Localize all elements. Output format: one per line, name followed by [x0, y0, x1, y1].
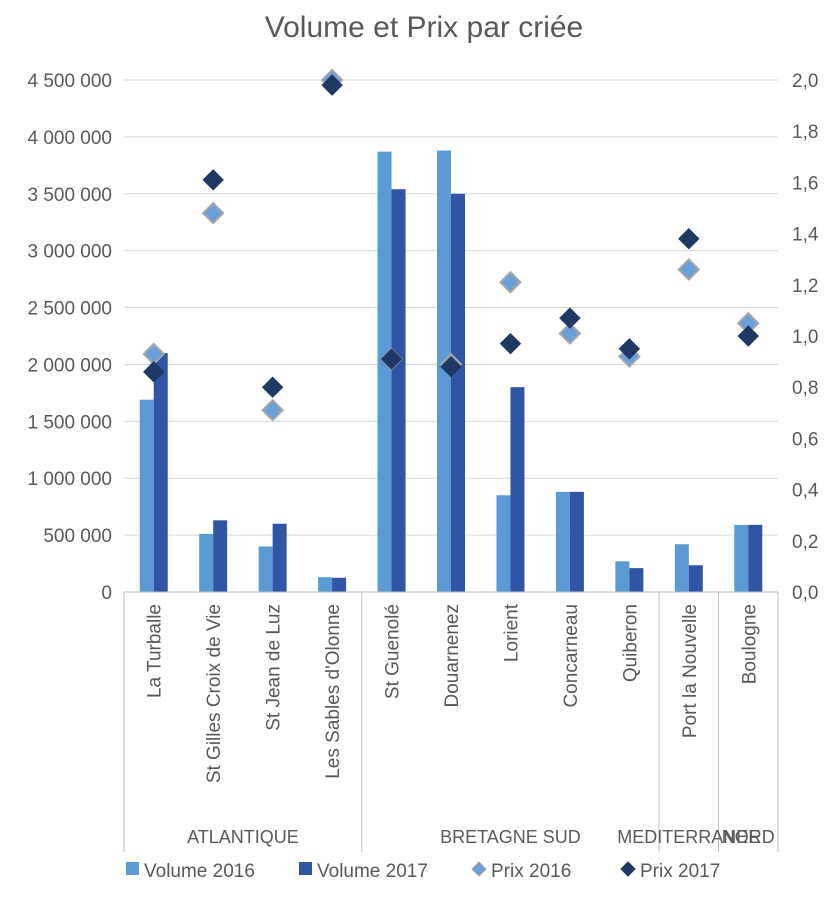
y-right-tick-label: 1,4: [792, 225, 819, 246]
marker-prix-2016: [558, 322, 582, 345]
bar-volume-2016: [318, 577, 333, 592]
marker-prix-2017: [202, 169, 224, 191]
x-tick-label: Quiberon: [620, 604, 641, 682]
y-right-tick-label: 1,0: [792, 327, 818, 348]
legend-label: Prix 2017: [640, 861, 720, 882]
y-right-tick-label: 0,0: [792, 583, 818, 604]
y-right-tick-label: 1,6: [792, 173, 818, 194]
marker-prix-2017: [143, 361, 165, 383]
bar-volume-2016: [615, 561, 630, 592]
legend-swatch: [299, 862, 312, 875]
x-group-label: ATLANTIQUE: [187, 827, 299, 847]
marker-prix-2017: [678, 228, 700, 250]
bars: [139, 150, 763, 592]
bar-volume-2017: [688, 565, 703, 592]
marker-prix-2016: [499, 270, 522, 294]
chart-title: Volume et Prix par criée: [265, 11, 583, 44]
bar-volume-2017: [391, 189, 406, 592]
x-tick-label: St Jean de Luz: [264, 604, 285, 731]
axes: 0 500 000 1 000 000 1 500 000 2 000 000 2 500…: [27, 71, 819, 852]
marker-prix-2017: [440, 356, 462, 378]
y-left-tick-label: 1 500 000: [27, 412, 112, 433]
y-right-tick-label: 0,8: [792, 378, 818, 399]
y-left-tick-label: 2 500 000: [27, 299, 112, 320]
bar-volume-2016: [377, 151, 392, 592]
marker-prix-2016: [261, 398, 285, 422]
markers: [142, 68, 760, 422]
marker-prix-2017: [618, 338, 641, 360]
bar-volume-2017: [629, 568, 644, 592]
bar-volume-2017: [451, 193, 465, 592]
legend-swatch: [620, 861, 636, 877]
bar-volume-2016: [437, 150, 451, 592]
bar-volume-2016: [496, 495, 511, 592]
bar-volume-2016: [555, 491, 570, 592]
y-right-tick-label: 0,6: [792, 429, 818, 450]
y-left-tick-label: 3 000 000: [27, 242, 112, 263]
y-left-tick-label: 4 000 000: [27, 128, 112, 149]
bar-volume-2017: [569, 491, 584, 592]
x-group-label: NORD: [722, 827, 775, 847]
legend-swatch: [471, 861, 487, 877]
x-tick-label: St Gilles Croix de Vie: [204, 604, 225, 783]
x-tick-label: Boulogne: [739, 604, 760, 684]
y-left-tick-label: 2 000 000: [27, 355, 112, 376]
x-tick-label: Les Sables d'Olonne: [323, 604, 344, 779]
y-left-tick-label: 3 500 000: [27, 185, 112, 206]
bar-volume-2017: [332, 577, 347, 592]
bar-volume-2016: [674, 544, 689, 592]
marker-prix-2017: [380, 348, 403, 370]
bar-volume-2016: [258, 546, 273, 592]
y-left-tick-label: 4 500 000: [27, 71, 112, 92]
marker-prix-2016: [201, 201, 225, 225]
x-tick-label: Douarnenez: [442, 604, 463, 708]
y-right-tick-label: 2,0: [792, 71, 818, 92]
x-tick-label: Concarneau: [561, 604, 582, 708]
bar-volume-2016: [139, 399, 154, 592]
marker-prix-2016: [677, 258, 701, 281]
marker-prix-2017: [261, 376, 284, 398]
legend-label: Volume 2016: [144, 861, 255, 882]
bar-volume-2017: [510, 387, 525, 592]
marker-prix-2017: [499, 332, 522, 355]
y-right-tick-label: 1,2: [792, 276, 818, 297]
bar-volume-2017: [272, 523, 287, 592]
y-left-tick-label: 1 000 000: [27, 469, 112, 490]
bar-volume-2017: [213, 520, 228, 592]
legend-label: Volume 2017: [317, 861, 428, 882]
bar-volume-2017: [748, 524, 763, 592]
bar-volume-2016: [734, 524, 749, 592]
y-right-tick-label: 0,2: [792, 532, 818, 553]
y-right-tick-label: 0,4: [792, 481, 819, 502]
legend-swatch: [126, 862, 139, 875]
marker-prix-2017: [559, 307, 581, 329]
bar-volume-2016: [199, 533, 214, 592]
y-right-tick-label: 1,8: [792, 122, 818, 143]
y-left-tick-label: 0: [101, 583, 112, 604]
x-tick-label: St Guenolé: [383, 604, 404, 699]
marker-prix-2017: [737, 325, 759, 347]
legend: Volume 2016 Volume 2017 Prix 2016 Prix 2017: [126, 861, 720, 882]
bar-volume-2017: [153, 353, 168, 592]
y-left-tick-label: 500 000: [43, 526, 112, 547]
x-group-label: BRETAGNE SUD: [440, 827, 581, 847]
marker-prix-2017: [321, 74, 343, 96]
x-tick-label: La Turballe: [145, 604, 166, 698]
x-tick-label: Lorient: [501, 603, 522, 662]
legend-label: Prix 2016: [491, 861, 571, 882]
x-tick-label: Port la Nouvelle: [680, 604, 701, 738]
x-group-label: MEDITERRANEE: [617, 827, 760, 847]
